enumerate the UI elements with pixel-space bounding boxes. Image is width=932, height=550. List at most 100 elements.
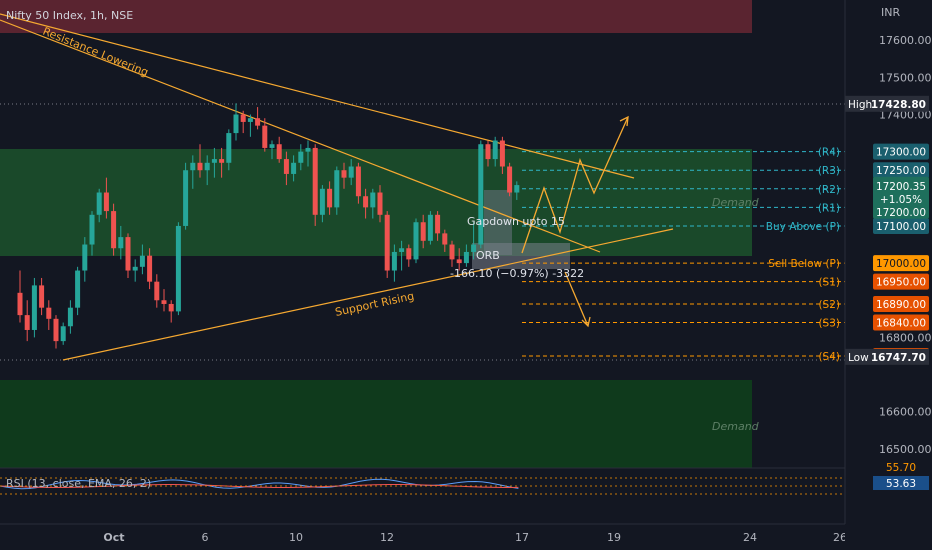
orb-box (472, 243, 570, 269)
candle-body (125, 237, 131, 271)
level-price-tag-bg (873, 217, 929, 234)
candle-body (456, 259, 462, 264)
level-price-tag: 17000.00 (876, 258, 926, 270)
high-bg (845, 95, 929, 112)
price-tick-label: 16800.00 (879, 331, 932, 344)
candle-body (276, 144, 282, 160)
rsi-ema-line (0, 484, 519, 488)
gapdown-label: Gapdown upto 15 (467, 215, 565, 228)
candle-body (118, 237, 124, 249)
symbol-title: Nifty 50 Index, 1h, NSE (6, 9, 134, 22)
x-axis-ticks: Oct 6 10 12 17 19 24 26 (103, 531, 847, 544)
level-label: (R2) (818, 184, 840, 196)
level-label: (R4) (818, 147, 840, 159)
last-price-sub: 17200.00 (876, 207, 926, 219)
level-price-tag-bg (873, 314, 929, 331)
bearish-arrowhead (581, 316, 591, 328)
demand-label-upper: Demand (712, 196, 760, 209)
low-price: 16747.70 (871, 352, 926, 364)
level-price-tag-bg (873, 162, 929, 179)
candle-body (514, 185, 520, 193)
candle-body (478, 144, 484, 245)
candle-body (233, 114, 239, 134)
candle-body (406, 248, 412, 260)
level-label: (R1) (818, 202, 840, 214)
orb-label: ORB (476, 249, 500, 262)
candle-body (197, 162, 203, 171)
x-tick-label: 26 (833, 531, 847, 544)
rsi-label: RSI (13, close, EMA, 26, 2) (6, 477, 151, 490)
last-price-change: +1.05% (880, 194, 922, 206)
candle-body (132, 266, 138, 271)
x-tick-label: Oct (103, 531, 124, 544)
rsi-value: 53.63 (886, 478, 916, 490)
candle-body (147, 255, 153, 282)
level-price-tag: 17250.00 (876, 165, 926, 177)
candle-body (341, 170, 347, 178)
last-price: 17200.35 (876, 181, 926, 193)
candle-body (247, 118, 253, 122)
candle-body (435, 214, 441, 234)
candle-body (355, 166, 361, 197)
bullish-projection-path (521, 116, 629, 254)
candle-body (31, 285, 37, 330)
candle-body (175, 225, 181, 312)
price-tick-label: 17600.00 (879, 34, 932, 47)
high-price: 17428.80 (871, 99, 926, 111)
candle-body (211, 159, 217, 163)
candle-body (226, 133, 232, 163)
candle-body (391, 251, 397, 271)
level-price-tag: 16950.00 (876, 277, 926, 289)
support-trendline[interactable] (62, 228, 674, 361)
candlestick-series (17, 103, 520, 349)
price-tick-label: 17500.00 (879, 71, 932, 84)
candle-body (269, 144, 275, 148)
candle-body (312, 147, 318, 215)
resistance-trendline[interactable] (0, 13, 635, 179)
candle-body (348, 166, 354, 178)
inner-resistance-trendline[interactable] (0, 19, 601, 253)
candle-body (420, 222, 426, 241)
candle-body (154, 281, 160, 301)
low-bg (845, 348, 929, 365)
level-price-tag-bg (873, 143, 929, 160)
level-label: (S1) (818, 277, 840, 289)
candle-body (60, 326, 66, 342)
x-tick-label: 19 (607, 531, 621, 544)
x-tick-label: 24 (743, 531, 757, 544)
candle-body (53, 318, 59, 342)
x-tick-label: 12 (380, 531, 394, 544)
candle-body (291, 162, 297, 174)
level-price-tag: 16840.00 (876, 318, 926, 330)
pivot-level-lines: (R4) (R3) (R2) (R1) Buy Above (P) Sell Below … (522, 147, 845, 363)
price-tick-label: 16600.00 (879, 406, 932, 419)
demand-zone-upper (0, 149, 752, 256)
level-label: Sell Below (P) (768, 258, 840, 270)
candle-body (319, 188, 325, 215)
candle-body (96, 192, 102, 215)
candle-body (305, 147, 311, 152)
candle-body (82, 244, 88, 271)
candle-body (485, 144, 491, 160)
x-tick-label: 6 (202, 531, 209, 544)
candle-body (283, 159, 289, 174)
x-tick-label: 10 (289, 531, 303, 544)
candle-body (334, 170, 340, 208)
demand-label-lower: Demand (712, 420, 760, 433)
currency-label: INR (881, 6, 900, 19)
candle-body (413, 222, 419, 260)
level-price-tag: 16890.00 (876, 299, 926, 311)
level-price-tag-bg (873, 295, 929, 312)
candle-body (384, 214, 390, 271)
price-tick-label: 16500.00 (879, 443, 932, 456)
candle-body (377, 192, 383, 215)
level-price-tag: 17100.00 (876, 221, 926, 233)
candle-body (492, 140, 498, 160)
candle-body (24, 315, 30, 330)
candle-body (327, 188, 333, 208)
x-tick-label: 17 (515, 531, 529, 544)
candle-body (507, 166, 513, 193)
candle-body (255, 118, 261, 126)
level-label: (R3) (818, 165, 840, 177)
